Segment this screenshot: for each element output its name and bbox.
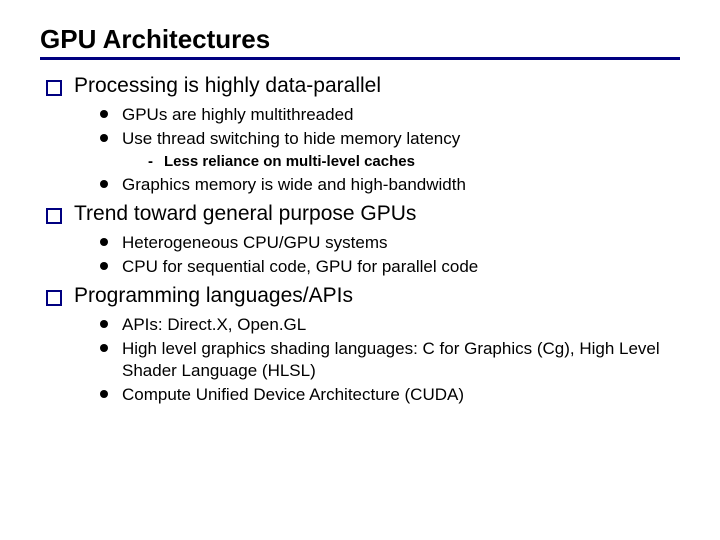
level1-text: Processing is highly data-parallel [74, 74, 381, 97]
level1-item: Processing is highly data-parallel GPUs … [46, 74, 680, 196]
level2-item: Heterogeneous CPU/GPU systems [100, 232, 680, 254]
level2-item: Graphics memory is wide and high-bandwid… [100, 174, 680, 196]
bullet-list-level2: GPUs are highly multithreaded Use thread… [74, 104, 680, 196]
level2-text: GPUs are highly multithreaded [122, 105, 354, 124]
level1-text: Programming languages/APIs [74, 284, 353, 307]
bullet-list-level3: Less reliance on multi-level caches [122, 152, 680, 172]
level2-item: Compute Unified Device Architecture (CUD… [100, 384, 680, 406]
level2-item: High level graphics shading languages: C… [100, 338, 680, 382]
bullet-list-level1: Processing is highly data-parallel GPUs … [40, 74, 680, 406]
level1-item: Programming languages/APIs APIs: Direct.… [46, 284, 680, 406]
slide-title: GPU Architectures [40, 24, 680, 60]
level1-item: Trend toward general purpose GPUs Hetero… [46, 202, 680, 278]
level2-text: High level graphics shading languages: C… [122, 339, 660, 380]
level2-text: CPU for sequential code, GPU for paralle… [122, 257, 478, 276]
bullet-list-level2: APIs: Direct.X, Open.GL High level graph… [74, 314, 680, 406]
level2-text: Graphics memory is wide and high-bandwid… [122, 175, 466, 194]
level2-text: APIs: Direct.X, Open.GL [122, 315, 306, 334]
level2-text: Heterogeneous CPU/GPU systems [122, 233, 388, 252]
level2-text: Use thread switching to hide memory late… [122, 129, 460, 148]
level2-item: CPU for sequential code, GPU for paralle… [100, 256, 680, 278]
level2-item: Use thread switching to hide memory late… [100, 128, 680, 172]
level2-item: APIs: Direct.X, Open.GL [100, 314, 680, 336]
level3-text: Less reliance on multi-level caches [164, 153, 415, 170]
level2-text: Compute Unified Device Architecture (CUD… [122, 385, 464, 404]
bullet-list-level2: Heterogeneous CPU/GPU systems CPU for se… [74, 232, 680, 278]
level1-text: Trend toward general purpose GPUs [74, 202, 416, 225]
level2-item: GPUs are highly multithreaded [100, 104, 680, 126]
level3-item: Less reliance on multi-level caches [148, 152, 680, 172]
